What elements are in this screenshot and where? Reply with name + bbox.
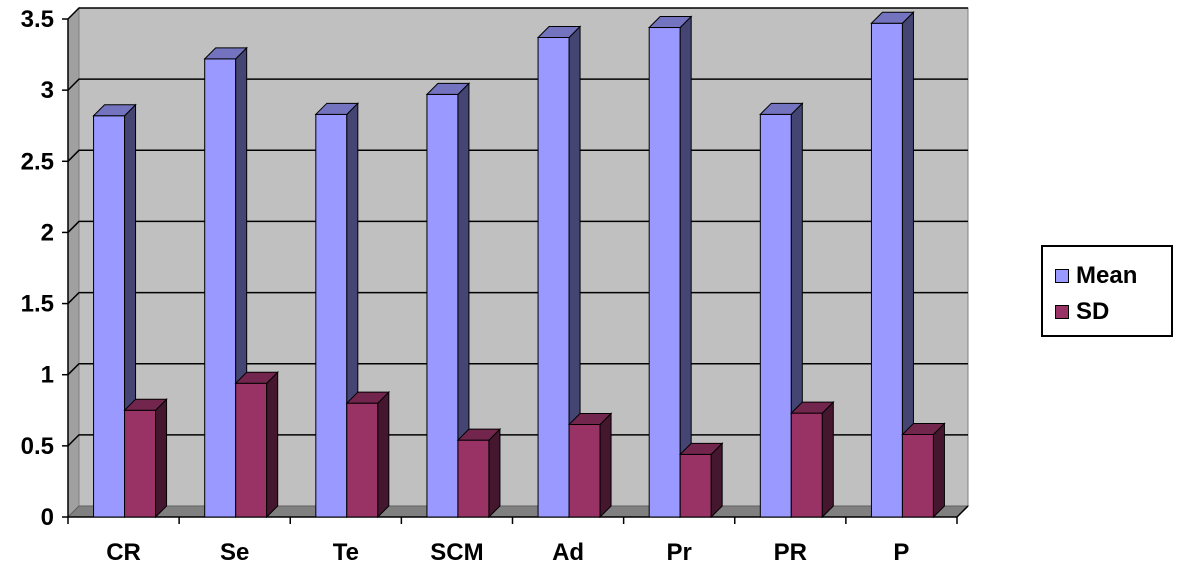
bar-top-sd-cr <box>123 398 168 411</box>
bar-sd-pr <box>679 453 712 518</box>
bar-mean-pr <box>648 27 681 518</box>
bar-sd-se <box>235 382 268 518</box>
bar-mean-pr <box>759 113 792 518</box>
bar-top-sd-scm <box>456 428 502 441</box>
bar-top-mean-scm <box>425 82 471 95</box>
legend: Mean SD <box>1041 245 1173 337</box>
bar-top-sd-pr <box>790 401 835 414</box>
bar-side-sd-se <box>266 371 279 519</box>
plot-floor <box>66 505 970 518</box>
x-axis-end <box>956 505 969 518</box>
bar-top-mean-p <box>870 11 915 24</box>
legend-label-mean: Mean <box>1076 262 1138 289</box>
bar-sd-pr <box>790 412 823 518</box>
bar-side-sd-scm <box>488 427 501 519</box>
y-tick-label: 0 <box>41 504 54 531</box>
y-tick-label: 0.5 <box>21 433 54 460</box>
bar-sd-cr <box>124 409 157 518</box>
bar-sd-te <box>346 402 379 518</box>
bar-top-mean-cr <box>92 104 137 117</box>
x-tick-label: P <box>893 539 909 566</box>
bar-side-sd-pr <box>710 442 723 519</box>
legend-item-mean: Mean <box>1055 261 1137 291</box>
gridline <box>67 7 968 20</box>
bar-side-sd-p <box>932 422 945 519</box>
bar-mean-scm <box>426 93 459 518</box>
legend-item-sd: SD <box>1055 297 1109 327</box>
bar-sd-scm <box>457 439 490 518</box>
bar-top-mean-ad <box>536 25 582 38</box>
x-tick-label: PR <box>774 539 807 566</box>
y-tick-label: 3.5 <box>21 6 54 33</box>
bar-top-mean-pr <box>759 102 804 115</box>
x-tick-label: Pr <box>667 539 692 566</box>
bar-side-sd-te <box>377 390 390 519</box>
x-tick-label: Te <box>333 539 359 566</box>
y-tick-label: 2.5 <box>21 148 54 175</box>
y-tick-label: 1.5 <box>21 291 54 318</box>
y-tick-label: 2 <box>41 219 54 246</box>
bar-top-sd-ad <box>567 413 613 426</box>
x-tick-label: CR <box>106 539 141 566</box>
y-tick-label: 1 <box>41 362 54 389</box>
bar-top-mean-pr <box>647 16 693 29</box>
legend-label-sd: SD <box>1076 298 1110 325</box>
bar-top-mean-te <box>314 102 360 115</box>
bar-side-sd-ad <box>599 412 612 519</box>
y-tick-label: 3 <box>41 77 54 104</box>
legend-swatch-sd <box>1055 305 1069 319</box>
bar-top-sd-se <box>234 371 279 384</box>
bar-side-sd-cr <box>155 398 168 519</box>
legend-swatch-mean <box>1055 269 1069 283</box>
bar-side-mean-pr <box>679 15 692 519</box>
bar-top-sd-pr <box>678 442 724 455</box>
bar-mean-p <box>870 22 903 518</box>
x-tick-label: SCM <box>430 539 483 566</box>
x-tick-label: Ad <box>552 539 584 566</box>
bar-mean-cr <box>93 115 126 518</box>
bar-sd-ad <box>568 424 601 518</box>
bar-sd-p <box>901 433 934 518</box>
bar-top-mean-se <box>203 47 248 60</box>
bar-mean-te <box>315 113 348 518</box>
x-tick-label: Se <box>220 539 249 566</box>
bar-mean-ad <box>537 36 570 518</box>
bar-top-sd-te <box>345 391 391 404</box>
bar-side-sd-pr <box>821 400 834 519</box>
bar-mean-se <box>204 58 237 518</box>
bar-top-sd-p <box>901 422 946 435</box>
